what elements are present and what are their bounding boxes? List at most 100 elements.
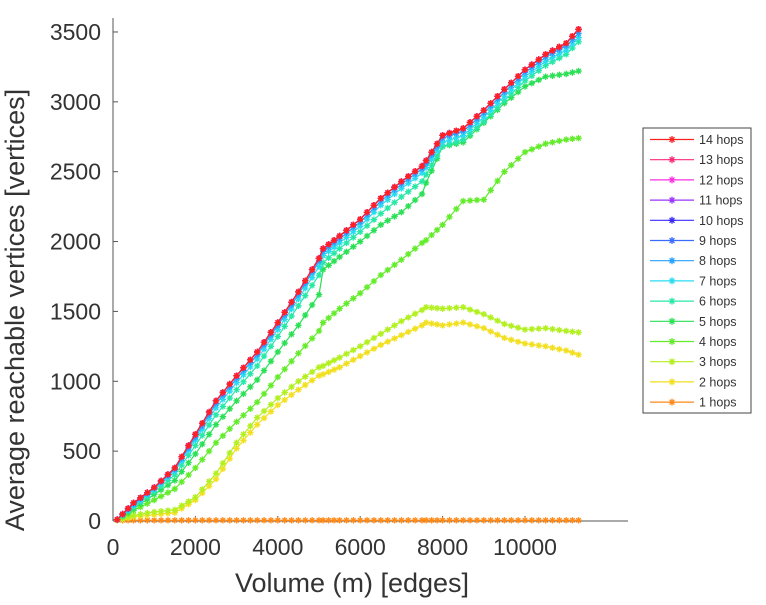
series-line <box>116 28 580 521</box>
legend-item: 7 hops <box>650 274 737 288</box>
series-marker <box>480 114 487 121</box>
series-marker <box>137 517 144 524</box>
series-marker <box>144 517 151 524</box>
series-marker <box>357 517 364 524</box>
series-marker <box>274 326 281 333</box>
series-marker <box>433 226 441 234</box>
series-marker <box>563 136 570 143</box>
series-marker <box>575 134 582 142</box>
series-marker <box>668 216 676 224</box>
series-marker <box>668 398 676 406</box>
series-marker <box>302 284 309 292</box>
legend-label: 6 hops <box>699 295 737 309</box>
series-marker <box>377 210 384 217</box>
series-marker <box>466 130 474 137</box>
series-marker <box>668 176 676 184</box>
series-marker <box>494 517 501 524</box>
series-marker <box>418 517 426 524</box>
series-marker <box>535 67 542 74</box>
series-marker <box>384 338 391 345</box>
series-marker <box>267 358 275 365</box>
series-marker <box>144 500 151 507</box>
series-marker <box>274 394 281 402</box>
series-marker <box>433 140 441 147</box>
series-marker <box>178 468 185 475</box>
series-marker <box>405 250 412 258</box>
series-marker <box>563 327 570 335</box>
series-marker <box>384 266 391 274</box>
series-marker <box>391 190 398 198</box>
series-marker <box>501 334 508 342</box>
series-marker <box>668 378 676 386</box>
series-marker <box>398 256 405 263</box>
x-tick-label: 2000 <box>170 534 221 560</box>
series-marker <box>212 421 220 428</box>
series-marker <box>363 517 371 524</box>
plot-area: 0 2000 4000 6000 8000 10000 0 500 1000 1500 2000 2… <box>50 18 628 560</box>
series-line <box>116 306 579 521</box>
series-marker <box>398 193 405 201</box>
series-marker <box>319 371 327 378</box>
series-marker <box>460 319 467 326</box>
series-marker <box>528 146 536 153</box>
series-marker <box>357 238 364 245</box>
series-marker <box>302 342 309 350</box>
series-marker <box>391 183 398 191</box>
legend-item: 8 hops <box>650 254 737 268</box>
series-marker <box>363 283 371 291</box>
series-marker <box>556 50 563 58</box>
series-marker <box>336 517 343 524</box>
series-marker <box>267 408 275 415</box>
series-marker <box>205 482 213 490</box>
series-marker <box>325 248 332 255</box>
series-marker <box>247 405 254 412</box>
series-marker <box>219 432 227 439</box>
series-marker <box>240 364 247 371</box>
series-marker <box>185 498 192 505</box>
legend-label: 9 hops <box>699 234 737 248</box>
series-marker <box>281 323 288 330</box>
series-line <box>116 137 579 521</box>
series-marker <box>205 431 213 438</box>
series-marker <box>164 471 172 478</box>
series-marker <box>240 431 247 438</box>
series-marker <box>549 325 556 333</box>
series-marker <box>144 489 151 496</box>
series-marker <box>575 25 582 33</box>
series-marker <box>274 348 281 356</box>
series-marker <box>226 394 233 402</box>
series-marker <box>411 175 419 182</box>
legend-item: 14 hops <box>650 133 743 147</box>
series-marker <box>212 439 220 446</box>
series-line <box>116 70 579 521</box>
series-marker <box>343 248 350 256</box>
series-marker <box>199 426 206 433</box>
series-marker <box>247 356 254 364</box>
series-marker <box>542 62 549 69</box>
series-marker <box>315 517 323 524</box>
series-marker <box>446 136 453 144</box>
series-marker <box>370 345 378 352</box>
series-marker <box>178 478 185 486</box>
series-marker <box>535 143 542 150</box>
series-marker <box>325 254 332 262</box>
series-marker <box>428 231 435 239</box>
series-marker <box>370 277 378 285</box>
series-marker <box>439 132 446 139</box>
series-marker <box>171 485 178 493</box>
series-marker <box>453 134 460 141</box>
legend-label: 13 hops <box>699 153 743 167</box>
series-marker <box>164 481 172 489</box>
series-marker <box>219 460 227 467</box>
series-marker <box>205 517 213 524</box>
series-marker <box>164 507 172 514</box>
legend-items: 14 hops 13 hops 12 hops 11 hops 10 hops 9 hop… <box>650 133 743 410</box>
series-marker <box>171 464 178 472</box>
series-marker <box>480 196 487 203</box>
series-marker <box>247 422 254 430</box>
series-marker <box>473 308 481 316</box>
series-marker <box>212 404 220 412</box>
series-marker <box>405 328 412 336</box>
series-marker <box>418 306 426 314</box>
series-marker <box>185 459 192 466</box>
